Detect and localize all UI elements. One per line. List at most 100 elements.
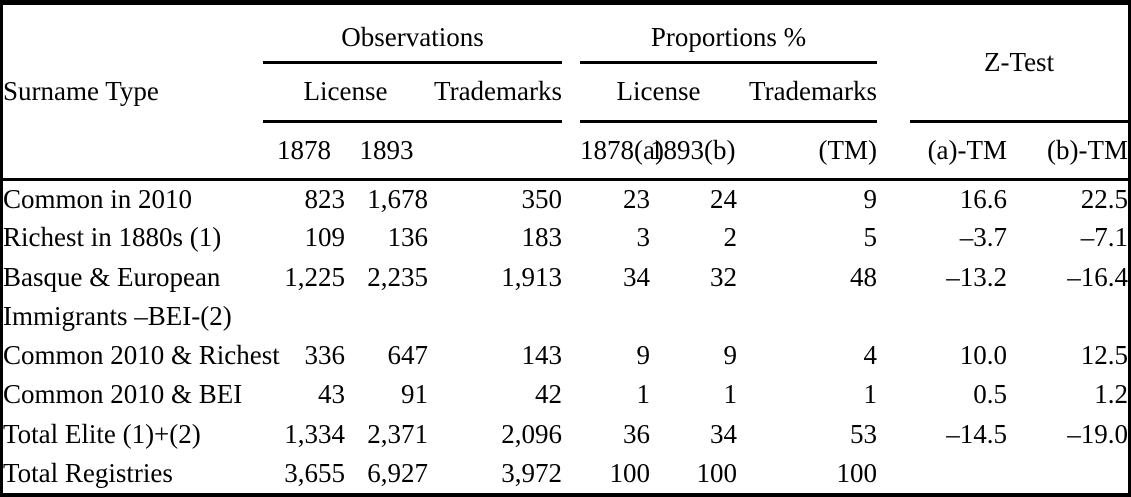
value-cell: 143 xyxy=(521,340,563,371)
value-cell: 100 xyxy=(696,457,738,488)
value-cell: 16.6 xyxy=(959,183,1008,214)
table-row-continuation: Immigrants –BEI-(2) xyxy=(3,297,1128,336)
value-cell: 109 xyxy=(304,222,346,253)
col-header-b-minus-tm: (b)-TM xyxy=(1007,121,1129,181)
observations-group-header: Observations xyxy=(263,5,563,64)
obs-trademarks-subheader: Trademarks xyxy=(428,62,563,123)
value-cell: 9 xyxy=(636,340,651,371)
column-spacer xyxy=(562,258,580,297)
value-cell: 22.5 xyxy=(1080,183,1129,214)
column-spacer xyxy=(562,297,580,336)
column-spacer xyxy=(877,336,910,375)
value-cell xyxy=(737,297,877,336)
value-cell: 647 xyxy=(387,340,429,371)
value-cell: 5 xyxy=(863,222,878,253)
value-cell xyxy=(910,297,1007,336)
value-cell xyxy=(345,297,428,336)
value-cell: 183 xyxy=(521,222,563,253)
value-cell: 36 xyxy=(623,418,651,449)
column-spacer xyxy=(562,336,580,375)
row-label: Total Elite (1)+(2) xyxy=(3,418,201,449)
obs-license-subheader: License xyxy=(263,62,428,123)
value-cell: 9 xyxy=(723,340,738,371)
col-header-1893: 1893 xyxy=(345,121,428,181)
ztest-group-header: Z-Test xyxy=(910,5,1129,123)
column-spacer xyxy=(562,218,580,257)
value-cell: –19.0 xyxy=(1067,418,1129,449)
table-row: Common 2010 & BEI 43 91 42 1 1 1 0.5 1.2 xyxy=(3,375,1128,414)
column-spacer xyxy=(562,121,581,181)
value-cell: 34 xyxy=(623,261,651,292)
col-header-1878: 1878 xyxy=(263,121,345,181)
row-label: Common 2010 & BEI xyxy=(3,379,243,410)
value-cell: 1,678 xyxy=(367,183,428,214)
value-cell: 1 xyxy=(636,379,651,410)
value-cell: 2 xyxy=(723,222,738,253)
table-row: Common 2010 & Richest 336 647 143 9 9 4 … xyxy=(3,336,1128,375)
column-spacer xyxy=(562,415,580,454)
header-row-subgroups: License Trademarks License Trademarks xyxy=(3,62,1128,123)
value-cell: 100 xyxy=(836,457,878,488)
table-row: Common in 2010 823 1,678 350 23 24 9 16.… xyxy=(3,179,1128,218)
value-cell: 48 xyxy=(850,261,878,292)
value-cell: –16.4 xyxy=(1067,261,1129,292)
value-cell: 34 xyxy=(710,418,738,449)
value-cell: 32 xyxy=(710,261,738,292)
value-cell xyxy=(1007,297,1128,336)
column-spacer xyxy=(562,62,580,121)
value-cell xyxy=(1007,454,1128,493)
row-label: Immigrants –BEI-(2) xyxy=(3,300,232,331)
value-cell: 2,096 xyxy=(501,418,563,449)
column-spacer xyxy=(877,121,911,181)
row-label: Total Registries xyxy=(3,457,173,488)
value-cell xyxy=(650,297,737,336)
value-cell xyxy=(910,454,1007,493)
table-row: Total Registries 3,655 6,927 3,972 100 1… xyxy=(3,454,1128,493)
value-cell: –3.7 xyxy=(959,222,1008,253)
value-cell: 10.0 xyxy=(959,340,1008,371)
value-cell: 823 xyxy=(304,183,346,214)
table-row: Total Elite (1)+(2) 1,334 2,371 2,096 36… xyxy=(3,415,1128,454)
value-cell: 42 xyxy=(535,379,563,410)
value-cell: 43 xyxy=(318,379,345,410)
value-cell: 1 xyxy=(723,379,738,410)
surname-statistics-table: Surname Type Observations Proportions % … xyxy=(3,5,1129,493)
column-spacer xyxy=(562,454,580,493)
value-cell: 350 xyxy=(521,183,563,214)
value-cell: 0.5 xyxy=(973,379,1008,410)
column-spacer xyxy=(877,218,910,257)
value-cell: 3 xyxy=(636,222,651,253)
value-cell: 24 xyxy=(710,183,738,214)
prop-license-subheader: License xyxy=(580,62,738,123)
col-header-obs-trademarks-empty xyxy=(428,121,563,181)
col-header-1878a: 1878(a) xyxy=(580,121,664,181)
value-cell xyxy=(580,297,650,336)
column-spacer xyxy=(877,297,910,336)
column-spacer xyxy=(877,5,910,62)
row-label: Common in 2010 xyxy=(3,183,193,214)
table-row: Basque & European 1,225 2,235 1,913 34 3… xyxy=(3,258,1128,297)
value-cell: 4 xyxy=(863,340,878,371)
value-cell: 3,972 xyxy=(501,457,563,488)
row-label: Common 2010 & Richest xyxy=(3,340,280,371)
value-cell xyxy=(263,297,345,336)
column-spacer xyxy=(877,454,910,493)
prop-trademarks-subheader: Trademarks xyxy=(737,62,878,123)
value-cell: 6,927 xyxy=(367,457,428,488)
column-spacer xyxy=(877,415,910,454)
header-row-groups: Surname Type Observations Proportions % … xyxy=(3,5,1129,181)
value-cell: 9 xyxy=(863,183,878,214)
value-cell: 336 xyxy=(304,340,346,371)
value-cell: 1 xyxy=(863,379,878,410)
col-header-1893b: 1893(b) xyxy=(650,121,738,181)
value-cell: 1,913 xyxy=(501,261,563,292)
header-row-columns: 1878 1893 1878(a) 1893(b) (TM) (a)-TM (b… xyxy=(3,121,1129,181)
column-spacer xyxy=(877,179,910,218)
row-label: Basque & European xyxy=(3,261,221,292)
row-label: Richest in 1880s (1) xyxy=(3,222,222,253)
value-cell: 2,371 xyxy=(367,418,428,449)
value-cell: 91 xyxy=(401,379,428,410)
column-spacer xyxy=(877,258,910,297)
value-cell: –14.5 xyxy=(946,418,1008,449)
